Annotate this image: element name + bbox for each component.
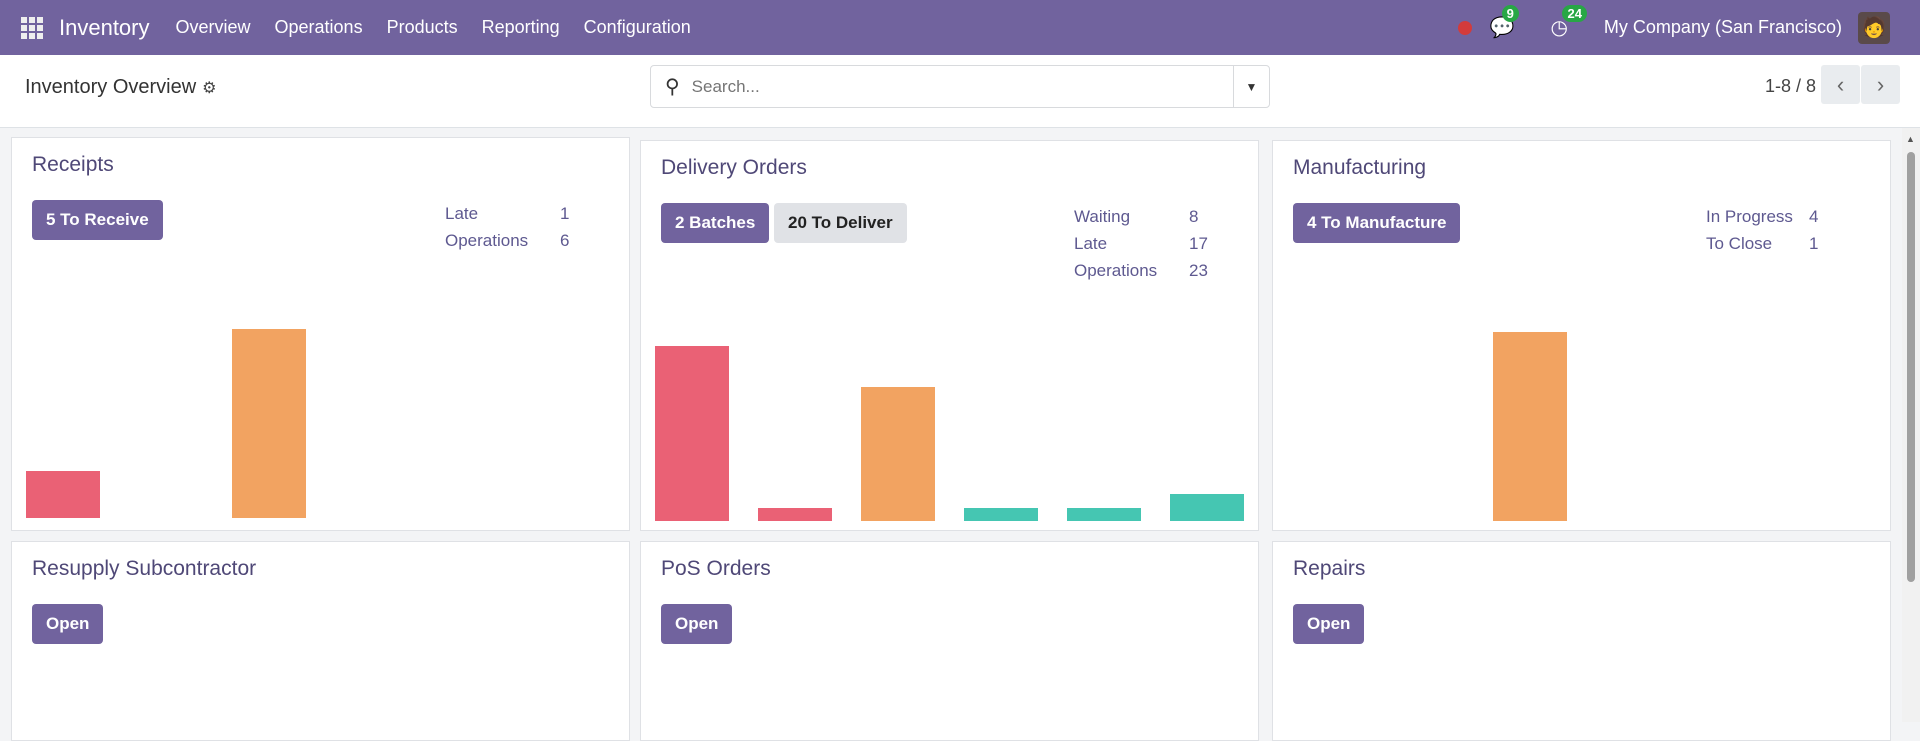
to-receive-button[interactable]: 5 To Receive [32,200,163,240]
card-repairs: Repairs Open [1272,541,1891,741]
stat-value: 1 [560,204,570,223]
stat-label: Late [445,204,479,223]
company-switcher[interactable]: My Company (San Francisco) [1603,17,1842,37]
messages-button[interactable]: 💬 9 [1489,5,1519,40]
menu-operations[interactable]: Operations [274,17,363,37]
chevron-right-icon: › [1876,71,1885,97]
stat-operations[interactable]: Operations 23 [1074,257,1208,284]
chart-bar[interactable] [655,346,729,521]
page-title-text: Inventory Overview [25,76,197,98]
search-options-dropdown[interactable]: ▼ [1233,66,1269,107]
stats: Waiting 8 Late 17 Operations 23 [1074,203,1208,284]
activities-button[interactable]: ◷ 24 [1550,5,1587,40]
chart-bar[interactable] [232,329,306,518]
stat-label: Late [1074,234,1108,253]
messages-badge: 9 [1501,5,1519,22]
card-receipts: Receipts 5 To Receive Late 1 Operations 6 [11,137,630,531]
stats: In Progress 4 To Close 1 [1706,203,1818,257]
top-navbar: Inventory Overview Operations Products R… [0,0,1920,55]
stat-label: To Close [1706,234,1773,253]
control-panel: Inventory Overview ⚙ ⚲ ▼ 1-8 / 8 ‹ › [0,55,1920,128]
menu-overview[interactable]: Overview [175,17,251,37]
card-pos-orders: PoS Orders Open [640,541,1259,741]
stat-label: In Progress [1706,207,1793,226]
open-button[interactable]: Open [32,604,104,644]
delivery-orders-chart[interactable] [655,291,1245,521]
stat-value: 23 [1189,261,1208,280]
stat-value: 8 [1189,207,1199,226]
stat-label: Operations [1074,261,1158,280]
to-deliver-button[interactable]: 20 To Deliver [774,203,907,243]
page-title: Inventory Overview ⚙ [25,76,217,99]
status-dot-icon[interactable] [1457,20,1472,35]
menu-configuration[interactable]: Configuration [583,17,691,37]
receipts-chart[interactable] [26,288,616,518]
stat-late[interactable]: Late 1 [445,200,569,227]
stat-value: 6 [560,231,570,250]
card-title[interactable]: PoS Orders [661,557,771,580]
vertical-scrollbar[interactable]: ▲ [1902,128,1920,722]
scroll-up-icon[interactable]: ▲ [1906,134,1915,144]
card-title[interactable]: Delivery Orders [661,156,807,179]
search-input[interactable] [691,76,1233,97]
to-manufacture-button[interactable]: 4 To Manufacture [1293,203,1461,243]
card-delivery-orders: Delivery Orders 2 Batches 20 To Deliver … [640,140,1259,531]
stat-late[interactable]: Late 17 [1074,230,1208,257]
app-grid-icon[interactable] [21,16,43,39]
pager-next-button[interactable]: › [1861,65,1900,104]
manufacturing-chart[interactable] [1287,291,1877,521]
stat-value: 4 [1809,207,1819,226]
open-button[interactable]: Open [1293,604,1365,644]
chevron-left-icon: ‹ [1836,71,1845,97]
app-name[interactable]: Inventory [59,14,150,40]
card-manufacturing: Manufacturing 4 To Manufacture In Progre… [1272,140,1891,531]
stat-value: 1 [1809,234,1819,253]
batches-button[interactable]: 2 Batches [661,203,770,243]
gear-icon[interactable]: ⚙ [202,80,217,97]
stat-operations[interactable]: Operations 6 [445,227,569,254]
search-bar: ⚲ ▼ [650,65,1270,108]
chat-icon: 💬 [1489,17,1515,39]
stat-value: 17 [1189,234,1208,253]
card-title[interactable]: Receipts [32,153,114,176]
chart-bar[interactable] [861,386,935,521]
open-button[interactable]: Open [661,604,733,644]
scrollbar-thumb[interactable] [1907,152,1915,582]
card-title[interactable]: Repairs [1293,557,1366,580]
stat-to-close[interactable]: To Close 1 [1706,230,1818,257]
chart-bar[interactable] [758,508,832,521]
stat-waiting[interactable]: Waiting 8 [1074,203,1208,230]
chart-bar[interactable] [1170,494,1244,521]
stat-label: Operations [445,231,529,250]
clock-icon: ◷ [1550,17,1568,39]
chart-bar[interactable] [964,508,1038,521]
stat-in-progress[interactable]: In Progress 4 [1706,203,1818,230]
chart-bar[interactable] [1067,508,1141,521]
card-title[interactable]: Resupply Subcontractor [32,557,257,580]
pager-value[interactable]: 1-8 / 8 [1764,76,1816,96]
stat-label: Waiting [1074,207,1131,226]
chart-bar[interactable] [26,470,100,518]
activities-badge: 24 [1562,5,1587,22]
pager-previous-button[interactable]: ‹ [1821,65,1860,104]
search-icon: ⚲ [665,76,680,98]
caret-down-icon: ▼ [1245,79,1258,94]
card-title[interactable]: Manufacturing [1293,156,1427,179]
card-resupply-subcontractor: Resupply Subcontractor Open [11,541,630,741]
user-avatar[interactable]: 🧑 [1858,11,1890,44]
chart-bar[interactable] [1493,332,1567,521]
menu-products[interactable]: Products [386,17,458,37]
stats: Late 1 Operations 6 [445,200,569,254]
menu-reporting[interactable]: Reporting [481,17,560,37]
